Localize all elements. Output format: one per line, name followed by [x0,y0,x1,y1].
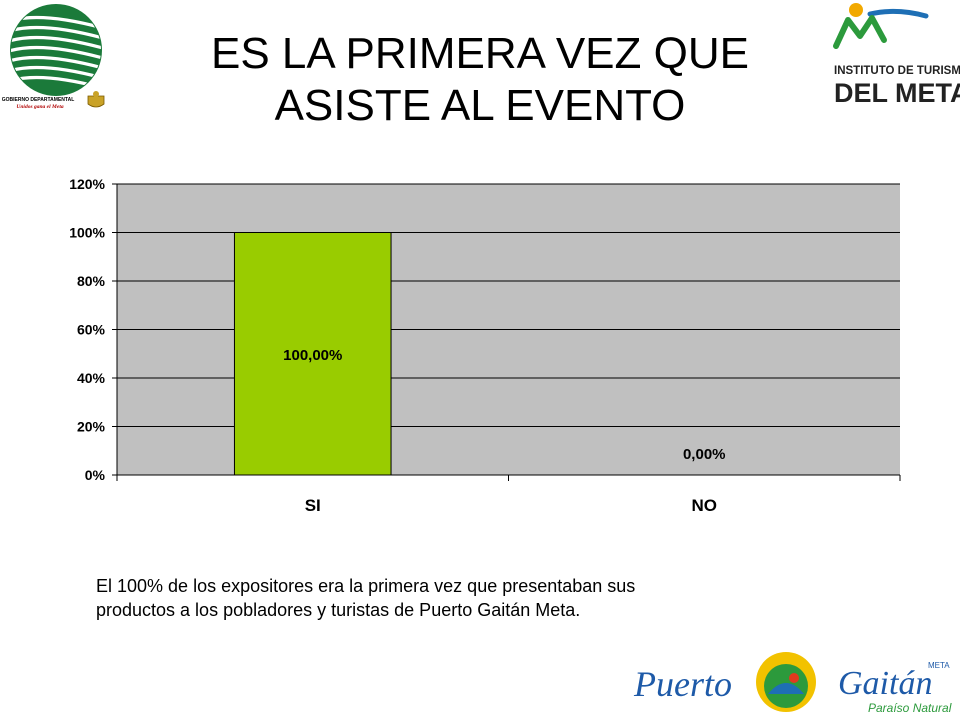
bar-chart: 0% 20% 40% 60% 80% 100% 120% 100,00% SI 0,00% NO [69,176,901,515]
y-tick-label: 40% [77,370,106,386]
y-tick-label: 100% [69,225,105,241]
title-line-1: ES LA PRIMERA VEZ QUE [211,29,749,78]
gobierno-logo-text-top: GOBIERNO DEPARTAMENTAL [2,97,75,103]
category-label-si: SI [305,496,321,515]
puerto-gaitan-logo: Puerto Gaitán META Paraíso Natural [628,642,960,720]
caption-line-1: El 100% de los expositores era la primer… [96,576,636,596]
sun-parrot-icon [756,652,816,712]
puerto-gaitan-logo-left: Puerto [633,664,732,704]
data-label-no: 0,00% [683,446,726,463]
bar-si [233,232,392,476]
title-line-2: ASISTE AL EVENTO [274,81,686,130]
y-tick-label: 80% [77,273,106,289]
puerto-gaitan-logo-tag: META [928,661,950,670]
gobierno-logo-text-bottom: Unidos gana el Meta [16,104,63,110]
y-tick-label: 20% [77,419,106,435]
page-title: ES LA PRIMERA VEZ QUE ASISTE AL EVENTO [120,28,840,132]
gobierno-departamental-logo: GOBIERNO DEPARTAMENTAL Unidos gana el Me… [2,4,105,110]
data-label-si: 100,00% [283,347,342,364]
y-tick-label: 0% [85,467,106,483]
caption-line-2: productos a los pobladores y turistas de… [96,600,581,620]
puerto-gaitan-logo-right: Gaitán [838,665,932,702]
chart-caption: El 100% de los expositores era la primer… [96,574,856,622]
instituto-logo-line1: INSTITUTO DE TURISMO [834,65,960,77]
coat-of-arms-icon [87,91,105,108]
instituto-turismo-meta-logo: INSTITUTO DE TURISMO DEL META [833,3,960,108]
y-tick-label: 120% [69,176,105,192]
instituto-logo-line2: DEL META [834,78,960,108]
category-label-no: NO [692,496,718,515]
y-tick-label: 60% [77,322,106,338]
puerto-gaitan-logo-sub: Paraíso Natural [868,701,952,715]
